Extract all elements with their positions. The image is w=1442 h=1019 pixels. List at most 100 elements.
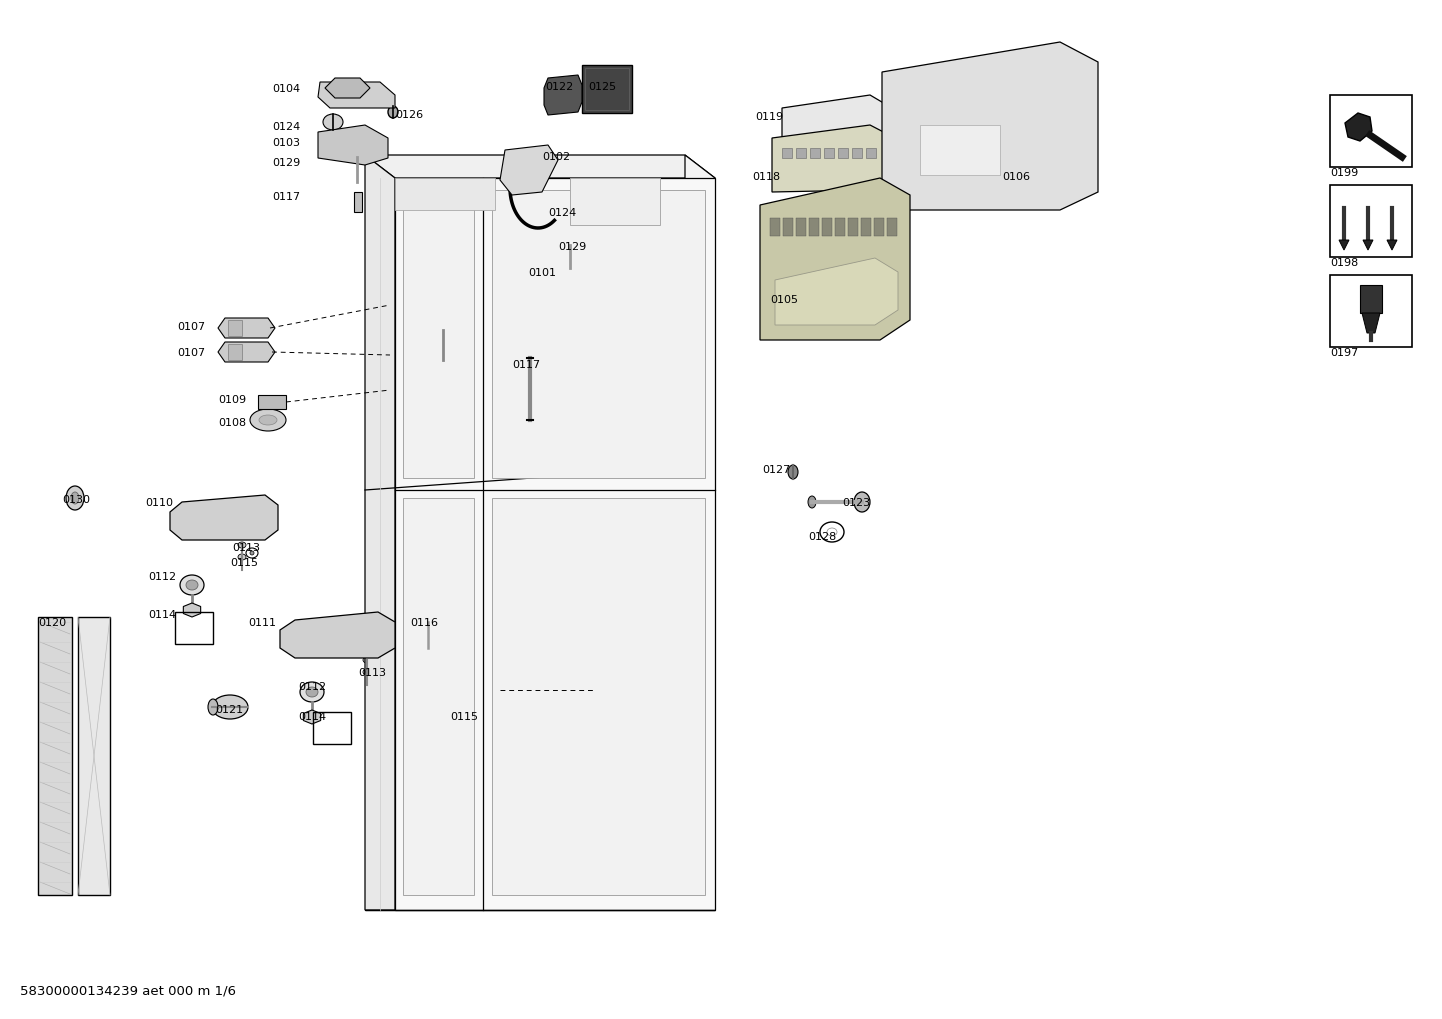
Polygon shape xyxy=(771,125,895,192)
Text: 0123: 0123 xyxy=(842,498,870,508)
Text: 0106: 0106 xyxy=(1002,172,1030,182)
Polygon shape xyxy=(1345,113,1371,141)
Polygon shape xyxy=(887,218,897,236)
Polygon shape xyxy=(583,65,632,113)
Polygon shape xyxy=(395,178,495,210)
Ellipse shape xyxy=(323,114,343,130)
Polygon shape xyxy=(852,148,862,158)
Polygon shape xyxy=(218,342,275,362)
Polygon shape xyxy=(823,148,833,158)
Ellipse shape xyxy=(324,624,345,640)
Ellipse shape xyxy=(238,542,247,548)
Polygon shape xyxy=(1340,240,1350,250)
Ellipse shape xyxy=(238,554,247,560)
Ellipse shape xyxy=(890,86,900,94)
Text: 0118: 0118 xyxy=(751,172,780,182)
Text: 0103: 0103 xyxy=(273,138,300,148)
Ellipse shape xyxy=(1360,198,1376,208)
Text: 0113: 0113 xyxy=(232,543,260,553)
Text: 0119: 0119 xyxy=(756,112,783,122)
Text: 0110: 0110 xyxy=(146,498,173,508)
Text: 0114: 0114 xyxy=(298,712,326,722)
Ellipse shape xyxy=(71,492,79,504)
Polygon shape xyxy=(402,190,474,478)
Polygon shape xyxy=(1330,275,1412,347)
Polygon shape xyxy=(218,318,275,338)
Ellipse shape xyxy=(66,486,84,510)
Polygon shape xyxy=(1330,185,1412,257)
Ellipse shape xyxy=(423,618,433,626)
Text: 0111: 0111 xyxy=(248,618,275,628)
Text: 0105: 0105 xyxy=(770,294,797,305)
Text: 0127: 0127 xyxy=(761,465,790,475)
Ellipse shape xyxy=(352,153,362,161)
Ellipse shape xyxy=(506,262,523,278)
Text: 58300000134239 aet 000 m 1/6: 58300000134239 aet 000 m 1/6 xyxy=(20,985,236,998)
Text: 0129: 0129 xyxy=(558,242,587,252)
Text: 0113: 0113 xyxy=(358,668,386,678)
Text: 0199: 0199 xyxy=(1330,168,1358,178)
Text: 0125: 0125 xyxy=(588,82,616,92)
Text: 0112: 0112 xyxy=(298,682,326,692)
Polygon shape xyxy=(570,178,660,225)
Text: 0117: 0117 xyxy=(512,360,541,370)
Polygon shape xyxy=(170,495,278,540)
Polygon shape xyxy=(760,178,910,340)
Text: 0124: 0124 xyxy=(273,122,300,132)
Polygon shape xyxy=(783,218,793,236)
Polygon shape xyxy=(402,498,474,895)
Polygon shape xyxy=(492,498,705,895)
Text: 0112: 0112 xyxy=(149,572,176,582)
Text: 0116: 0116 xyxy=(410,618,438,628)
Ellipse shape xyxy=(249,551,254,555)
Polygon shape xyxy=(324,78,371,98)
Text: 0109: 0109 xyxy=(218,395,247,405)
Ellipse shape xyxy=(363,669,371,675)
Text: 0128: 0128 xyxy=(808,532,836,542)
Polygon shape xyxy=(319,82,395,108)
Polygon shape xyxy=(78,616,110,895)
Polygon shape xyxy=(920,125,999,175)
Text: 0102: 0102 xyxy=(542,152,570,162)
Ellipse shape xyxy=(474,690,477,694)
Polygon shape xyxy=(500,145,558,195)
Text: 0197: 0197 xyxy=(1330,348,1358,358)
Text: 0101: 0101 xyxy=(528,268,557,278)
Text: 0107: 0107 xyxy=(177,322,205,332)
Polygon shape xyxy=(365,155,395,910)
Ellipse shape xyxy=(787,465,797,479)
Polygon shape xyxy=(183,603,200,616)
Ellipse shape xyxy=(300,682,324,702)
Text: 0107: 0107 xyxy=(177,348,205,358)
Ellipse shape xyxy=(1073,191,1083,199)
Ellipse shape xyxy=(260,415,277,425)
Ellipse shape xyxy=(1384,198,1400,208)
Polygon shape xyxy=(822,218,832,236)
Ellipse shape xyxy=(186,510,198,520)
Polygon shape xyxy=(774,258,898,325)
Polygon shape xyxy=(796,218,806,236)
Polygon shape xyxy=(1363,240,1373,250)
Polygon shape xyxy=(867,148,875,158)
Text: 0104: 0104 xyxy=(273,84,300,94)
Text: 0124: 0124 xyxy=(548,208,577,218)
Polygon shape xyxy=(838,148,848,158)
Polygon shape xyxy=(1330,95,1412,167)
Ellipse shape xyxy=(854,492,870,512)
Ellipse shape xyxy=(366,623,378,633)
Polygon shape xyxy=(37,616,72,895)
Polygon shape xyxy=(1363,313,1380,333)
Text: 0122: 0122 xyxy=(545,82,574,92)
Ellipse shape xyxy=(554,205,570,219)
Polygon shape xyxy=(258,395,286,409)
Text: 0117: 0117 xyxy=(273,192,300,202)
Polygon shape xyxy=(848,218,858,236)
Text: 0114: 0114 xyxy=(149,610,176,620)
Ellipse shape xyxy=(211,510,231,526)
Polygon shape xyxy=(685,155,715,910)
Polygon shape xyxy=(365,155,715,178)
Polygon shape xyxy=(796,148,806,158)
Polygon shape xyxy=(809,218,819,236)
Ellipse shape xyxy=(1073,61,1083,69)
Ellipse shape xyxy=(252,505,264,515)
